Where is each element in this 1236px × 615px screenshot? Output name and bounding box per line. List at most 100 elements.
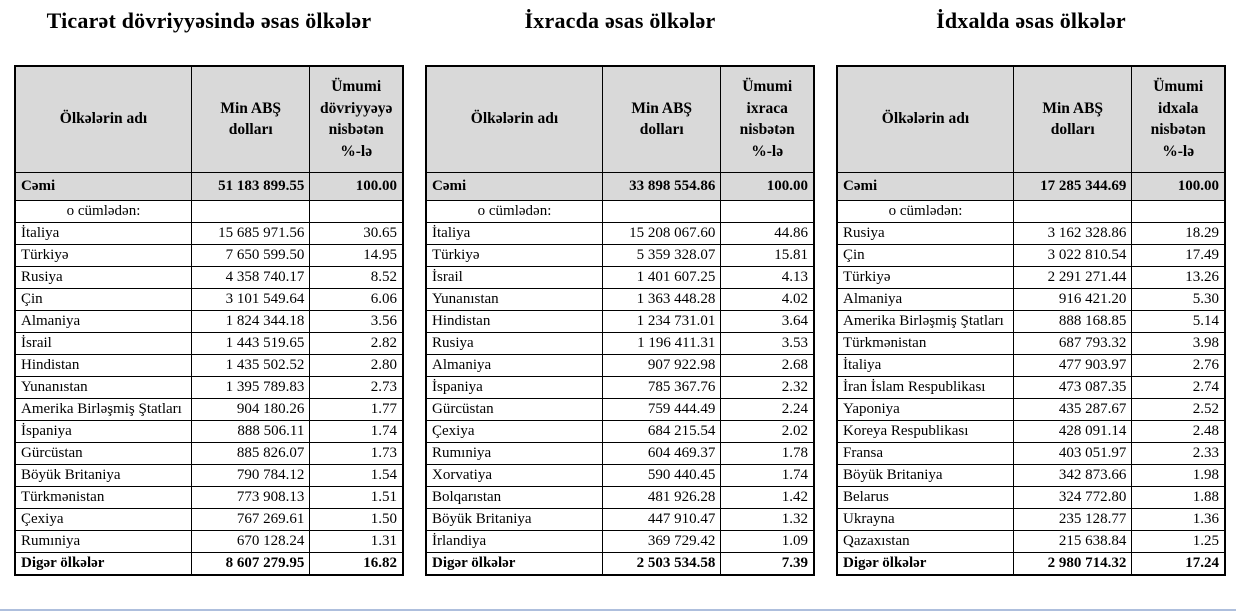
value-cell: 904 180.26: [191, 397, 311, 421]
value-cell: 3 101 549.64: [191, 287, 311, 311]
page-bottom-rule: [0, 609, 1236, 611]
country-row: Türkiyə 2 291 271.44 13.26: [836, 265, 1226, 289]
country-row: Çin 3 101 549.64 6.06: [14, 287, 404, 311]
export-table-title: İxracda əsas ölkələr: [524, 8, 716, 33]
country-row: Rumıniya 670 128.24 1.31: [14, 529, 404, 553]
value-cell: 1 401 607.25: [602, 265, 722, 289]
country-row: İsrail 1 443 519.65 2.82: [14, 331, 404, 355]
country-name-cell: Xorvatiya: [425, 463, 604, 487]
country-name-cell: Digər ölkələr: [14, 551, 193, 575]
country-row: Böyük Britaniya 790 784.12 1.54: [14, 463, 404, 487]
table-section-export: İxracda əsas ölkələr Ölkələrin adı Min A…: [425, 6, 815, 576]
country-name-cell: Bolqarıstan: [425, 485, 604, 509]
country-name-cell: İtaliya: [14, 221, 193, 245]
export-table-header: Ölkələrin adı Min ABŞ dolları Ümumi ixra…: [425, 65, 815, 173]
value-cell: 670 128.24: [191, 529, 311, 553]
export-table-body: Cəmi 33 898 554.86 100.00 o cümlədən: İtaliy…: [425, 171, 815, 575]
country-name-cell: Cəmi: [425, 171, 604, 201]
percent-cell: 1.74: [720, 463, 815, 487]
country-row: İtaliya 15 208 067.60 44.86: [425, 221, 815, 245]
value-cell: 885 826.07: [191, 441, 311, 465]
country-row: İspaniya 888 506.11 1.74: [14, 419, 404, 443]
percent-cell: 1.54: [309, 463, 404, 487]
value-cell: 1 435 502.52: [191, 353, 311, 377]
country-row: Yaponiya 435 287.67 2.52: [836, 397, 1226, 421]
country-row: Çin 3 022 810.54 17.49: [836, 243, 1226, 267]
percent-cell: 2.76: [1131, 353, 1226, 377]
value-cell: 785 367.76: [602, 375, 722, 399]
column-header-value: Min ABŞ dolları: [602, 65, 722, 173]
percent-cell: 2.02: [720, 419, 815, 443]
table-section-turnover: Ticarət dövriyyəsində əsas ölkələr Ölkəl…: [14, 6, 404, 576]
percent-cell: 1.77: [309, 397, 404, 421]
value-cell: 342 873.66: [1013, 463, 1133, 487]
country-name-cell: İsrail: [425, 265, 604, 289]
country-name-cell: Yunanıstan: [425, 287, 604, 311]
country-name-cell: Türkiyə: [14, 243, 193, 267]
turnover-table-body: Cəmi 51 183 899.55 100.00 o cümlədən: İtaliy…: [14, 171, 404, 575]
import-table-header: Ölkələrin adı Min ABŞ dolları Ümumi idxa…: [836, 65, 1226, 173]
value-cell: 33 898 554.86: [602, 171, 722, 201]
country-name-cell: İran İslam Respublikası: [836, 375, 1015, 399]
country-row: Almaniya 907 922.98 2.68: [425, 353, 815, 377]
value-cell: 604 469.37: [602, 441, 722, 465]
value-cell: 481 926.28: [602, 485, 722, 509]
country-name-cell: o cümlədən:: [14, 199, 193, 223]
value-cell: 790 784.12: [191, 463, 311, 487]
country-name-cell: Türkmənistan: [836, 331, 1015, 355]
percent-cell: 4.13: [720, 265, 815, 289]
value-cell: 428 091.14: [1013, 419, 1133, 443]
percent-cell: 8.52: [309, 265, 404, 289]
percent-cell: 3.98: [1131, 331, 1226, 355]
country-name-cell: Cəmi: [14, 171, 193, 201]
total-row: Cəmi 51 183 899.55 100.00: [14, 171, 404, 201]
country-row: Türkmənistan 687 793.32 3.98: [836, 331, 1226, 355]
value-cell: 1 395 789.83: [191, 375, 311, 399]
country-name-cell: Yunanıstan: [14, 375, 193, 399]
country-row: Türkiyə 5 359 328.07 15.81: [425, 243, 815, 267]
value-cell: 4 358 740.17: [191, 265, 311, 289]
value-cell: 1 363 448.28: [602, 287, 722, 311]
column-header-percent: Ümumi dövriyyəyə nisbətən %-lə: [309, 65, 404, 173]
percent-cell: 5.30: [1131, 287, 1226, 311]
country-name-cell: Amerika Birləşmiş Ştatları: [14, 397, 193, 421]
country-name-cell: Amerika Birləşmiş Ştatları: [836, 309, 1015, 333]
column-header-country: Ölkələrin adı: [836, 65, 1015, 173]
value-cell: 1 234 731.01: [602, 309, 722, 333]
percent-cell: 1.78: [720, 441, 815, 465]
percent-cell: 2.24: [720, 397, 815, 421]
country-row: Rumıniya 604 469.37 1.78: [425, 441, 815, 465]
import-table-body: Cəmi 17 285 344.69 100.00 o cümlədən: Rusiya…: [836, 171, 1226, 575]
export-table: Ölkələrin adı Min ABŞ dolları Ümumi ixra…: [425, 65, 815, 576]
value-cell: 15 685 971.56: [191, 221, 311, 245]
subheader-row: o cümlədən:: [425, 199, 815, 223]
value-cell: 2 980 714.32: [1013, 551, 1133, 575]
value-cell: [1013, 199, 1133, 223]
country-row: Türkmənistan 773 908.13 1.51: [14, 485, 404, 509]
country-row: Gürcüstan 885 826.07 1.73: [14, 441, 404, 465]
country-row: Almaniya 916 421.20 5.30: [836, 287, 1226, 311]
country-row: İtaliya 15 685 971.56 30.65: [14, 221, 404, 245]
value-cell: 324 772.80: [1013, 485, 1133, 509]
country-name-cell: o cümlədən:: [425, 199, 604, 223]
country-row: Amerika Birləşmiş Ştatları 904 180.26 1.77: [14, 397, 404, 421]
country-name-cell: İsrail: [14, 331, 193, 355]
percent-cell: 44.86: [720, 221, 815, 245]
country-row: Koreya Respublikası 428 091.14 2.48: [836, 419, 1226, 443]
percent-cell: 2.74: [1131, 375, 1226, 399]
turnover-table-title: Ticarət dövriyyəsində əsas ölkələr: [46, 8, 372, 33]
percent-cell: 1.36: [1131, 507, 1226, 531]
country-row: Çexiya 767 269.61 1.50: [14, 507, 404, 531]
country-name-cell: o cümlədən:: [836, 199, 1015, 223]
country-name-cell: İrlandiya: [425, 529, 604, 553]
percent-cell: 100.00: [720, 171, 815, 201]
country-row: Xorvatiya 590 440.45 1.74: [425, 463, 815, 487]
column-header-percent: Ümumi idxala nisbətən %-lə: [1131, 65, 1226, 173]
country-name-cell: Rumıniya: [425, 441, 604, 465]
percent-cell: 17.24: [1131, 551, 1226, 575]
percent-cell: 1.88: [1131, 485, 1226, 509]
percent-cell: 7.39: [720, 551, 815, 575]
value-cell: [602, 199, 722, 223]
country-row: Rusiya 1 196 411.31 3.53: [425, 331, 815, 355]
